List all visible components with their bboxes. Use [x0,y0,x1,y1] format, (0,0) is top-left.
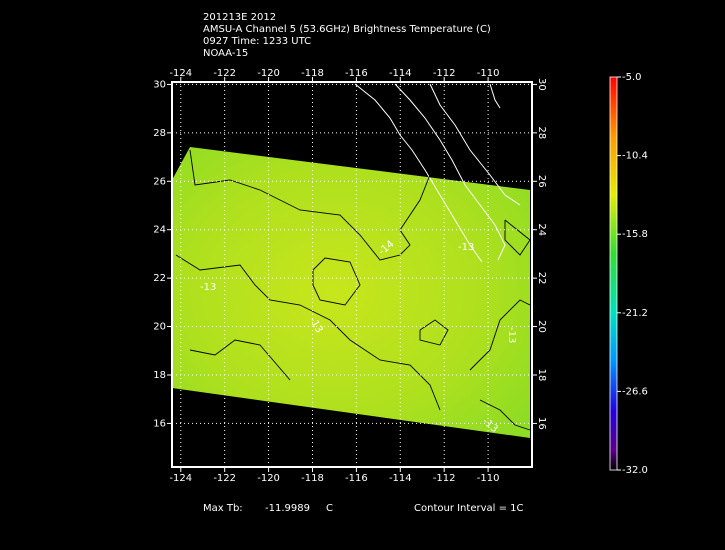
colorbar-label: -15.8 [622,229,648,240]
x-tick-label: -120 [257,68,280,79]
x-tick-label: -122 [213,68,236,79]
colorbar-label: -26.6 [622,386,648,397]
y-tick-label: 18 [536,369,547,382]
y-tick-label: 30 [153,79,166,90]
y-tick-label: 28 [153,128,166,139]
y-tick-label: 18 [153,370,166,381]
y-tick-label: 20 [153,322,166,333]
x-tick-label: -122 [213,473,236,484]
colorbar-label: -32.0 [622,465,648,476]
header: 201213E 2012 AMSU-A Channel 5 (53.6GHz) … [203,12,491,59]
y-tick-label: 16 [536,417,547,430]
colorbar-label: -21.2 [622,308,648,319]
x-tick-label: -112 [433,473,456,484]
x-tick-label: -116 [345,473,368,484]
header-line: 0927 Time: 1233 UTC [203,36,311,47]
colorbar-label: -10.4 [622,151,648,162]
x-tick-label: -110 [477,68,500,79]
x-tick-label: -114 [389,68,412,79]
contour-label: -13 [458,242,474,253]
y-tick-label: 24 [153,225,166,236]
y-tick-label: 20 [536,320,547,333]
contour-label: -13 [200,282,216,293]
y-tick-label: 22 [536,272,547,285]
header-line: 201213E 2012 [203,12,276,23]
contours [175,149,531,431]
footer-contour: Contour Interval = 1C [414,503,524,514]
y-tick-label: 28 [536,126,547,139]
x-tick-label: -110 [477,473,500,484]
x-tick-label: -124 [169,473,192,484]
footer-label: Max Tb: [203,503,243,514]
x-tick-label: -118 [301,473,324,484]
x-tick-label: -120 [257,473,280,484]
y-tick-label: 16 [153,418,166,429]
colorbar [609,76,618,471]
map-frame [171,81,533,468]
contour-label: -13 [506,327,517,343]
footer: Max Tb: -11.9989 C Contour Interval = 1C [203,503,524,514]
x-tick-label: -124 [169,68,192,79]
x-tick-label: -116 [345,68,368,79]
y-tick-label: 22 [153,273,166,284]
y-tick-label: 26 [153,176,166,187]
y-tick-label: 24 [536,223,547,236]
footer-value: -11.9989 [265,503,310,514]
header-line: AMSU-A Channel 5 (53.6GHz) Brightness Te… [203,24,491,35]
x-tick-label: -118 [301,68,324,79]
x-tick-label: -112 [433,68,456,79]
coastline [354,83,521,263]
colorbar-label: -5.0 [622,72,642,83]
y-tick-label: 30 [536,78,547,91]
header-line: NOAA-15 [203,48,248,59]
y-tick-label: 26 [536,175,547,188]
x-tick-label: -114 [389,473,412,484]
swath [172,147,530,438]
footer-unit: C [326,503,333,514]
